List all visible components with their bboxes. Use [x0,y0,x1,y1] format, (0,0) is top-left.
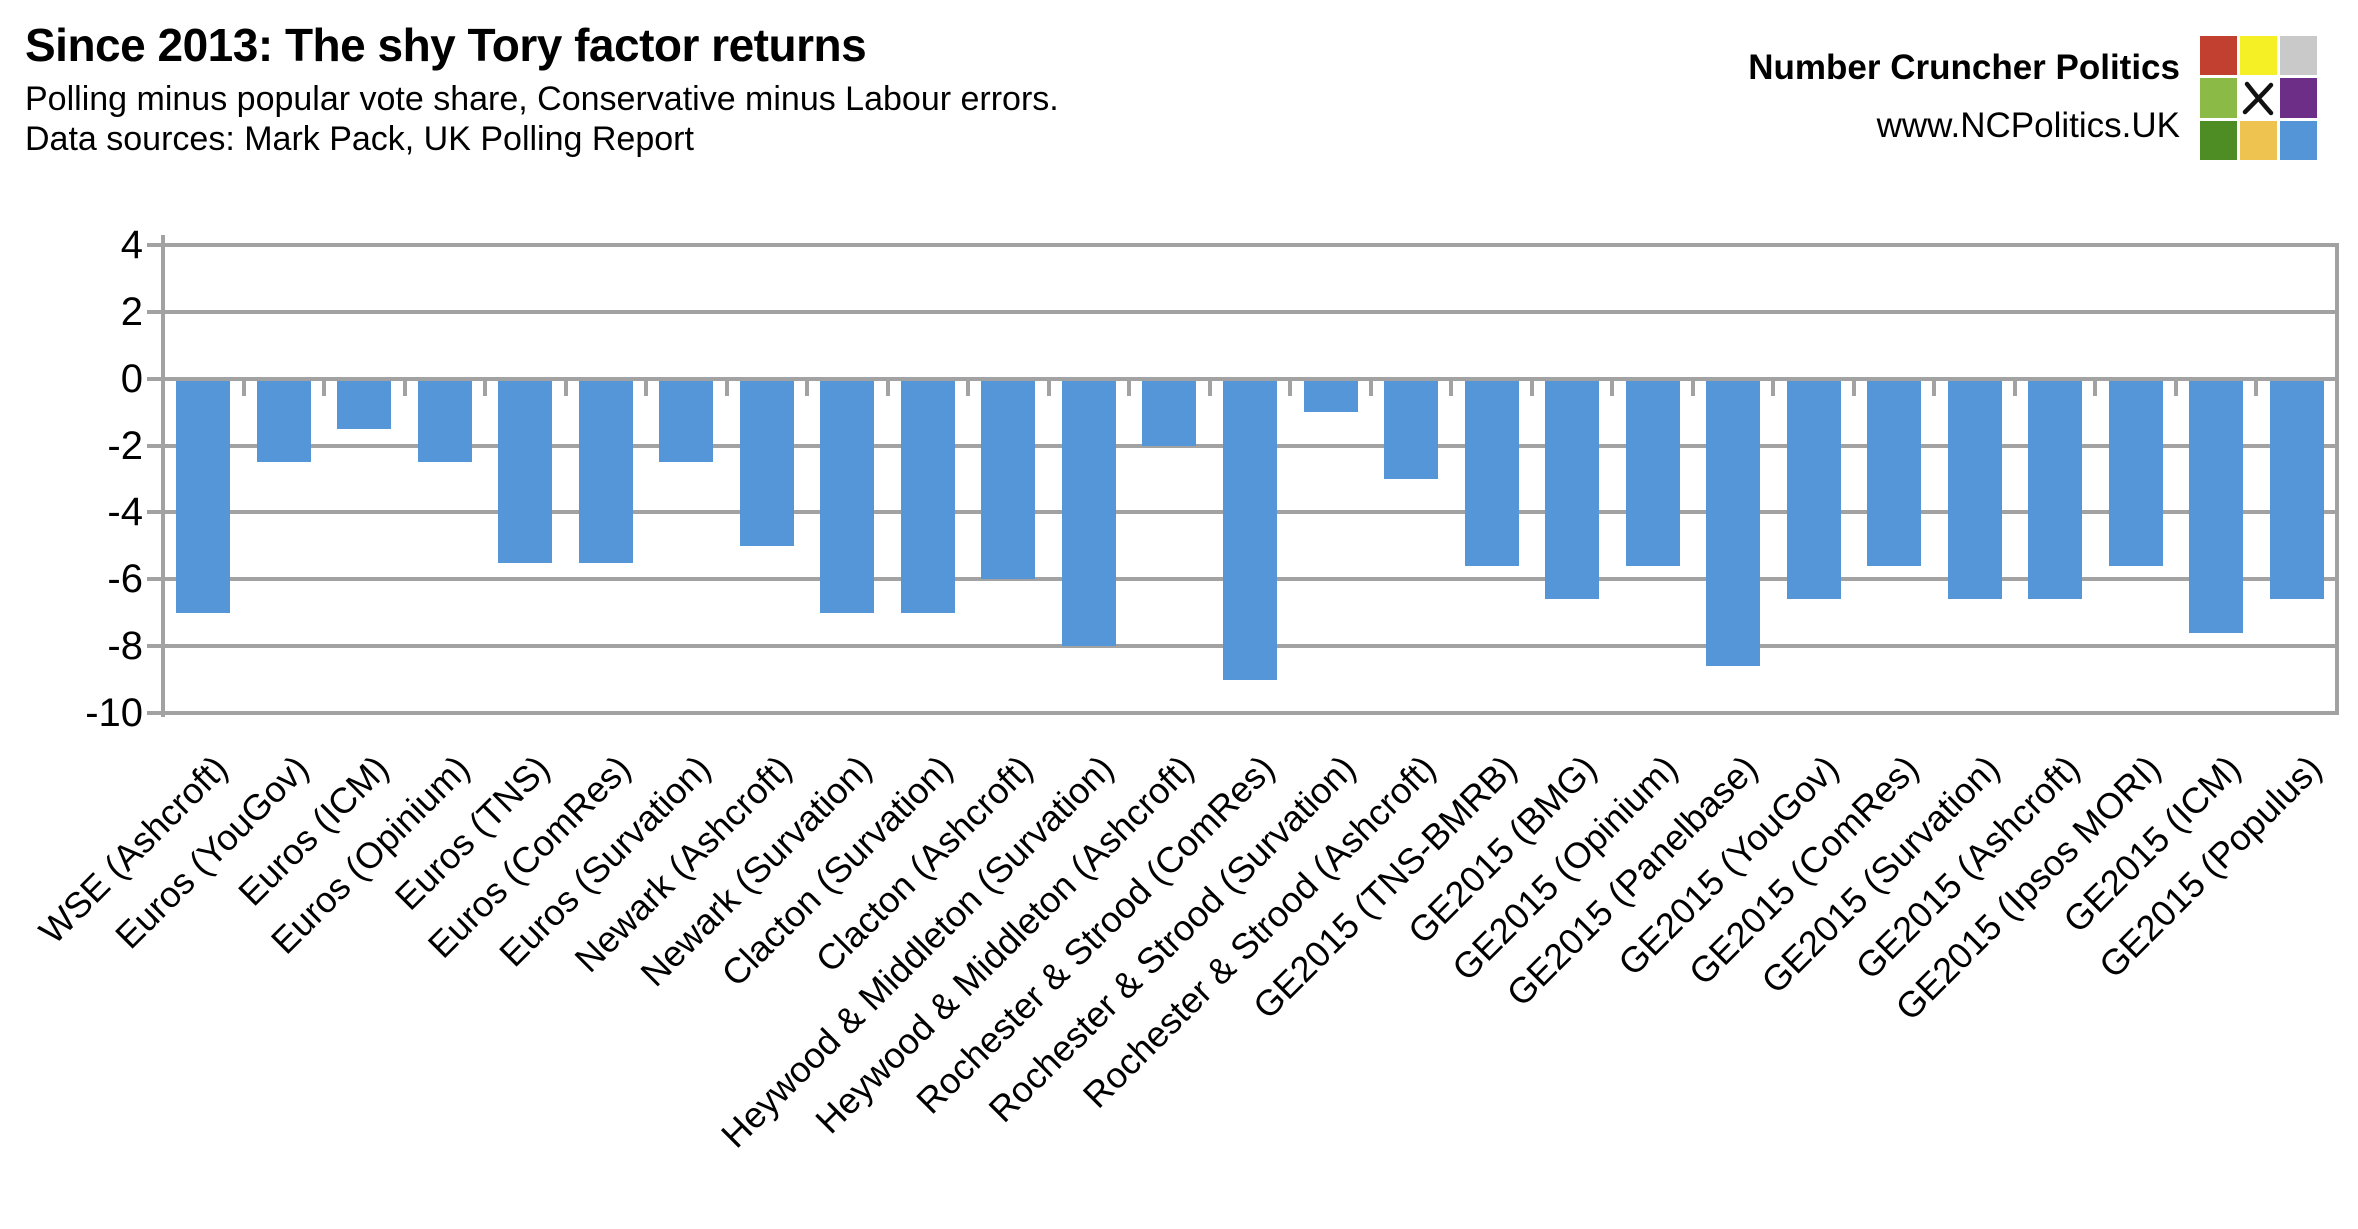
y-axis-tick [147,644,163,649]
bar-GE2015 (Opinium) [1625,380,1680,566]
bar-Rochester & Strood (Survation) [1303,380,1358,413]
y-tick-label: -6 [107,557,143,602]
data-sources: Data sources: Mark Pack, UK Polling Repo… [25,120,694,158]
bar-Euros (Opinium) [417,380,472,463]
logo-cell-x-cell [2240,78,2277,118]
bar-GE2015 (YouGov) [1786,380,1841,600]
ncp-logo-icon [2200,36,2317,160]
bar-WSE (Ashcroft) [176,380,231,613]
chart-subtitle: Polling minus popular vote share, Conser… [25,80,1059,118]
bar-Rochester & Strood (Ashcroft) [1384,380,1439,479]
x-axis-tick [1127,378,1132,396]
x-axis-tick [966,378,971,396]
y-tick-label: -2 [107,423,143,468]
plot-right-border [2335,243,2339,715]
logo-cell-yellow-green [2200,78,2237,118]
y-axis-tick [147,577,163,582]
x-axis-tick [805,378,810,396]
y-axis-tick [147,443,163,448]
bar-Clacton (Survation) [900,380,955,613]
bar-Euros (YouGov) [256,380,311,463]
bar-Heywood & Middleton (Ashcroft) [1142,380,1197,446]
y-tick-label: -8 [107,624,143,669]
bar-GE2015 (Populus) [2269,380,2324,600]
y-axis-tick [147,376,163,381]
y-axis-tick [147,711,163,715]
page-title: Since 2013: The shy Tory factor returns [25,19,867,71]
bar-Euros (ICM) [337,380,392,429]
x-axis-tick [1449,378,1454,396]
x-axis-tick [1529,378,1534,396]
bar-Euros (Survation) [659,380,714,463]
logo-cell-blue [2280,120,2317,160]
bar-Newark (Ashcroft) [739,380,794,546]
x-axis-tick [1932,378,1937,396]
bar-Euros (ComRes) [578,380,633,563]
x-axis-tick [2335,378,2339,396]
x-axis-tick [1288,378,1293,396]
logo-cell-gold [2240,120,2277,160]
logo-cell-green [2200,120,2237,160]
x-axis-tick [241,378,246,396]
brand-name: Number Cruncher Politics [1748,48,2180,87]
bar-GE2015 (Survation) [1947,380,2002,600]
bar-GE2015 (Ashcroft) [2028,380,2083,600]
bar-GE2015 (ComRes) [1867,380,1922,566]
x-axis-tick [1690,378,1695,396]
bar-GE2015 (ICM) [2189,380,2244,633]
x-axis-tick [2012,378,2017,396]
x-axis-tick [2173,378,2178,396]
bar-Heywood & Middleton (Survation) [1061,380,1116,647]
ballot-x-icon [2242,82,2274,116]
bar-GE2015 (BMG) [1545,380,1600,600]
bar-Rochester & Strood (ComRes) [1223,380,1277,680]
y-tick-label: -4 [107,490,143,535]
brand-url: www.NCPolitics.UK [1876,106,2180,145]
y-axis-tick [147,309,163,314]
y-tick-label: 0 [120,356,143,401]
y-tick-label: 2 [120,289,143,334]
y-axis-line [161,235,165,717]
x-axis-tick [724,378,729,396]
x-axis-tick [2254,378,2259,396]
logo-cell-yellow [2240,36,2277,76]
y-tick-label: -10 [85,691,143,735]
bar-GE2015 (TNS-BMRB) [1464,380,1519,566]
logo-cell-gray [2280,36,2317,76]
x-axis-tick [563,378,568,396]
logo-cell-purple [2280,78,2317,118]
y-axis-tick [147,510,163,515]
x-axis-tick [161,378,165,396]
x-axis-tick [483,378,488,396]
x-axis-tick [402,378,407,396]
bar-Clacton (Ashcroft) [981,380,1036,580]
x-axis-tick [322,378,327,396]
gridline-2 [163,309,2337,314]
gridline--10 [163,711,2337,715]
bar-GE2015 (Panelbase) [1706,380,1761,667]
gridline-0 [163,376,2337,381]
y-axis-tick [147,243,163,247]
x-axis-tick [1046,378,1051,396]
bar-GE2015 (Ipsos MORI) [2108,380,2163,566]
x-axis-tick [1368,378,1373,396]
x-axis-tick [644,378,649,396]
x-axis-tick [885,378,890,396]
x-axis-tick [1610,378,1615,396]
y-tick-label: 4 [120,223,143,267]
bar-Newark (Survation) [820,380,875,613]
logo-cell-red [2200,36,2237,76]
gridline-4 [163,243,2337,247]
x-axis-tick [1771,378,1776,396]
bar-Euros (TNS) [498,380,553,563]
x-axis-tick [1207,378,1212,396]
x-axis-tick [2093,378,2098,396]
x-axis-tick [1851,378,1856,396]
